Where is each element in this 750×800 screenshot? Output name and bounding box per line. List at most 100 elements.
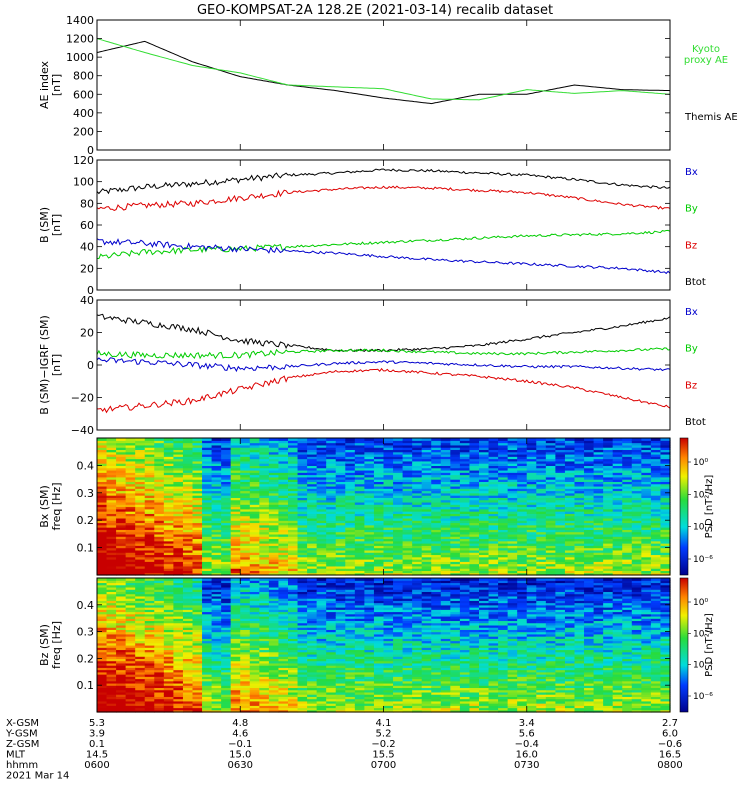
spectrogram-cell [144,689,155,693]
spectrogram-cell [278,524,289,528]
spectrogram-cell [612,458,623,462]
spectrogram-cell [564,499,576,503]
spectrogram-cell [211,595,222,599]
spectrogram-cell [402,481,413,485]
spectrogram-cell [259,474,270,478]
spectrogram-cell [507,511,518,514]
spectrogram-cell [622,552,633,556]
spectrogram-cell [488,552,499,556]
spectrogram-cell [192,685,203,689]
spectrogram-cell [364,501,375,505]
spectrogram-cell [345,547,356,551]
spectrogram-cell [144,465,155,469]
spectrogram-cell [603,513,614,517]
spectrogram-cell [498,522,509,526]
spectrogram-cell [641,568,652,572]
spectrogram-cell [650,570,662,574]
spectrogram-cell [431,506,442,510]
spectrogram-cell [354,495,365,498]
spectrogram-cell [116,691,127,695]
spectrogram-cell [173,589,184,592]
spectrogram-cell [498,458,509,462]
spectrogram-cell [469,476,480,480]
spectrogram-cell [163,451,174,455]
spectrogram-cell [297,501,308,505]
spectrogram-cell [373,495,385,498]
spectrogram-cell [173,618,184,622]
spectrogram-cell [259,656,270,659]
spectrogram-cell [488,531,499,535]
spectrogram-cell [393,449,404,453]
spectrogram-cell [526,545,537,549]
spectrogram-cell [135,622,146,626]
spectrogram-cell [240,602,251,606]
spectrogram-cell [421,504,432,508]
spectrogram-cell [221,703,232,706]
spectrogram-cell [383,481,394,485]
spectrogram-cell [106,607,117,610]
spectrogram-cell [469,453,480,457]
spectrogram-cell [564,572,576,576]
spectrogram-cell [488,499,499,503]
spectrogram-cell [593,453,604,457]
spectrogram-cell [517,438,528,441]
spectrogram-cell [173,593,184,597]
spectrogram-cell [154,589,165,592]
spectrogram-cell [383,522,394,526]
spectrogram-cell [326,570,337,574]
spectrogram-cell [421,490,432,494]
spectrogram-cell [431,515,442,519]
spectrogram-cell [402,465,413,469]
spectrogram-cell [373,476,385,480]
spectrogram-cell [192,499,203,503]
spectrogram-cell [173,613,184,617]
spectrogram-cell [268,458,280,462]
spectrogram-cell [230,580,241,584]
spectrogram-cell [488,474,499,478]
spectrogram-cell [297,531,308,535]
spectrogram-cell [297,559,308,562]
spectrogram-cell [297,438,308,441]
spectrogram-cell [393,458,404,462]
spectrogram-cell [488,513,499,517]
spectrogram-cell [259,456,270,460]
spectrogram-cell [545,458,556,462]
spectrogram-cell [125,685,136,689]
spectrogram-cell [650,533,662,537]
spectrogram-cell [316,561,327,565]
spectrogram-cell [431,545,442,549]
spectrogram-cell [612,465,623,469]
spectrogram-cell [584,447,595,451]
spectrogram-cell [192,451,203,455]
spectrogram-cell [288,568,299,572]
spectrogram-cell [249,570,260,574]
spectrogram-cell [555,456,566,460]
spectrogram-cell [631,474,642,478]
spectrogram-cell [125,481,136,485]
spectrogram-cell [488,495,499,498]
spectrogram-cell [240,653,251,657]
spectrogram-cell [316,556,327,560]
spectrogram-cell [622,501,633,505]
spectrogram-cell [517,481,528,485]
spectrogram-cell [307,524,318,528]
spectrogram-cell [479,547,490,551]
spectrogram-cell [173,620,184,624]
spectrogram-cell [240,529,251,533]
spectrogram-cell [469,481,480,485]
spectrogram-cell [479,472,490,476]
spectrogram-cell [383,549,394,553]
spectrogram-cell [182,678,194,682]
spectrogram-cell [536,554,547,558]
spectrogram-cell [221,476,232,480]
spectrogram-cell [373,460,385,464]
spectrogram-cell [125,465,136,469]
spectrogram-cell [316,460,327,464]
spectrogram-cell [373,570,385,574]
spectrogram-cell [249,469,260,473]
spectrogram-cell [182,543,194,546]
spectrogram-cell [144,485,155,489]
spectrogram-cell [564,570,576,574]
spectrogram-cell [135,444,146,448]
spectrogram-cell [182,563,194,567]
